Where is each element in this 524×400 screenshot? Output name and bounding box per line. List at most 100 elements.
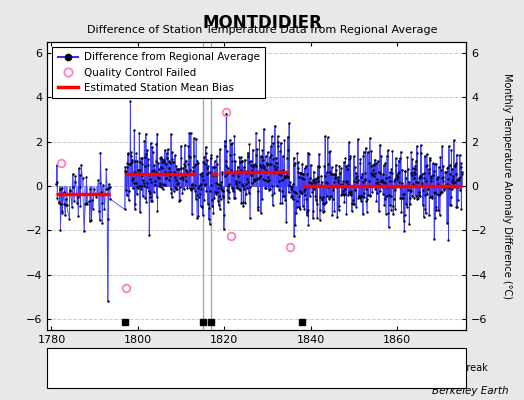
Point xyxy=(294,204,303,210)
Point xyxy=(192,136,200,142)
Point xyxy=(76,203,84,209)
Point xyxy=(149,189,158,196)
Point xyxy=(278,200,287,206)
Point xyxy=(266,152,275,158)
Point xyxy=(285,120,293,126)
Point xyxy=(388,170,396,176)
Point xyxy=(256,153,265,159)
Point xyxy=(449,180,457,186)
Point xyxy=(336,182,345,188)
Point xyxy=(270,163,278,170)
Point xyxy=(316,194,325,200)
Point xyxy=(307,180,315,187)
Point xyxy=(304,222,312,228)
Point xyxy=(235,179,243,186)
Point xyxy=(175,198,183,204)
Point xyxy=(352,170,360,176)
Point xyxy=(414,192,423,198)
Point xyxy=(227,140,235,147)
Point xyxy=(241,186,249,192)
Point xyxy=(359,148,368,155)
Point xyxy=(126,161,134,167)
Point xyxy=(326,148,334,155)
Point xyxy=(279,193,288,199)
Point xyxy=(130,206,139,212)
Point xyxy=(146,190,154,196)
Point xyxy=(266,154,274,160)
Point xyxy=(352,175,361,182)
Point xyxy=(430,168,438,174)
Point xyxy=(419,187,428,194)
Point xyxy=(69,184,77,190)
Point xyxy=(251,176,259,183)
Point xyxy=(343,177,351,184)
Point xyxy=(400,191,408,197)
Point xyxy=(386,169,394,176)
Point xyxy=(456,174,464,180)
Point xyxy=(176,184,184,190)
Point xyxy=(312,201,321,207)
Point xyxy=(258,162,267,168)
Point xyxy=(236,159,244,165)
Point xyxy=(155,174,163,181)
Point xyxy=(450,137,458,144)
Point xyxy=(156,182,164,188)
Point xyxy=(395,157,403,164)
Point xyxy=(239,168,248,174)
Point xyxy=(249,162,258,168)
Point xyxy=(317,173,325,179)
Point xyxy=(452,170,460,177)
Point xyxy=(365,183,373,189)
Point xyxy=(320,201,328,207)
Point xyxy=(265,187,273,193)
Point xyxy=(278,153,287,159)
Point xyxy=(169,159,177,165)
Point xyxy=(144,188,152,194)
Point xyxy=(316,206,324,213)
Point xyxy=(455,152,464,158)
Point xyxy=(266,186,275,192)
Point xyxy=(387,193,395,199)
Point xyxy=(335,162,344,169)
Point xyxy=(224,183,233,189)
Point xyxy=(225,189,234,195)
Point xyxy=(178,171,186,177)
Point xyxy=(245,141,254,148)
Point xyxy=(417,150,425,156)
Point xyxy=(335,183,344,190)
Point xyxy=(253,174,261,181)
Point xyxy=(412,143,421,150)
Point xyxy=(398,166,407,173)
Point xyxy=(237,158,246,164)
Point xyxy=(190,153,199,159)
Point xyxy=(209,163,217,170)
Point xyxy=(280,137,289,143)
Point xyxy=(97,200,106,206)
Point xyxy=(205,221,214,228)
Point xyxy=(227,185,236,191)
Point xyxy=(193,185,202,191)
Point xyxy=(305,178,313,185)
Text: MONTDIDIER: MONTDIDIER xyxy=(202,14,322,32)
Point xyxy=(339,178,347,184)
Point xyxy=(416,183,424,189)
Point xyxy=(353,173,362,180)
Point xyxy=(98,220,106,226)
Point xyxy=(436,154,444,160)
Point xyxy=(310,186,319,192)
Point xyxy=(390,187,399,193)
Point xyxy=(262,167,270,174)
Point xyxy=(430,161,439,167)
Point xyxy=(438,143,446,150)
Point xyxy=(359,153,367,160)
Point xyxy=(239,202,247,209)
Point xyxy=(357,174,366,180)
Point xyxy=(333,184,341,190)
Point xyxy=(233,185,241,191)
Point xyxy=(200,197,208,203)
Point xyxy=(313,214,321,221)
Point xyxy=(306,175,314,181)
Point xyxy=(345,139,353,146)
Point xyxy=(227,167,235,173)
Point xyxy=(75,192,83,198)
